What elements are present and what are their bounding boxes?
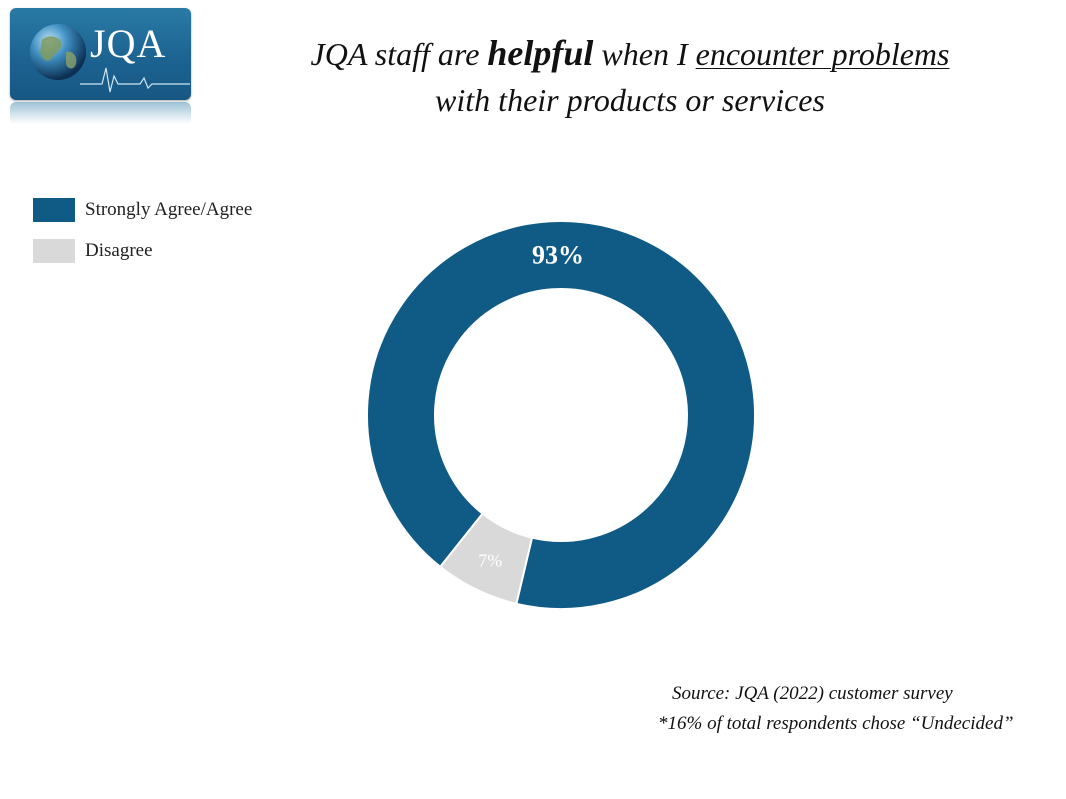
- legend-label-disagree: Disagree: [85, 240, 153, 261]
- title-part-1: JQA staff are: [310, 36, 488, 72]
- data-label-agree: 93%: [532, 241, 584, 270]
- donut-slice-disagree: [438, 512, 534, 606]
- title-part-2: when I: [593, 36, 696, 72]
- legend-item-agree: Strongly Agree/Agree: [33, 197, 252, 223]
- heartbeat-line-icon: [80, 67, 190, 93]
- slide-title: JQA staff are helpful when I encounter p…: [230, 30, 1030, 123]
- chart-legend: Strongly Agree/Agree Disagree: [33, 197, 252, 279]
- title-bold-word: helpful: [487, 33, 594, 73]
- globe-icon: [30, 24, 86, 80]
- jqa-logo: JQA: [10, 8, 191, 124]
- logo-text: JQA: [90, 21, 167, 66]
- legend-swatch-disagree: [33, 239, 75, 263]
- title-underlined-phrase: encounter problems: [695, 36, 950, 72]
- title-line-2: with their products or services: [435, 82, 825, 118]
- donut-slice-agree: [366, 220, 756, 610]
- logo-badge: JQA: [10, 8, 191, 100]
- title-line-1: JQA staff are helpful when I encounter p…: [230, 30, 1030, 77]
- footnote: *16% of total respondents chose “Undecid…: [658, 713, 1014, 734]
- data-label-disagree: 7%: [478, 551, 502, 571]
- legend-swatch-agree: [33, 198, 75, 222]
- logo-reflection: [10, 102, 191, 124]
- legend-item-disagree: Disagree: [33, 238, 252, 264]
- legend-label-agree: Strongly Agree/Agree: [85, 199, 253, 220]
- source-note: Source: JQA (2022) customer survey: [672, 683, 953, 704]
